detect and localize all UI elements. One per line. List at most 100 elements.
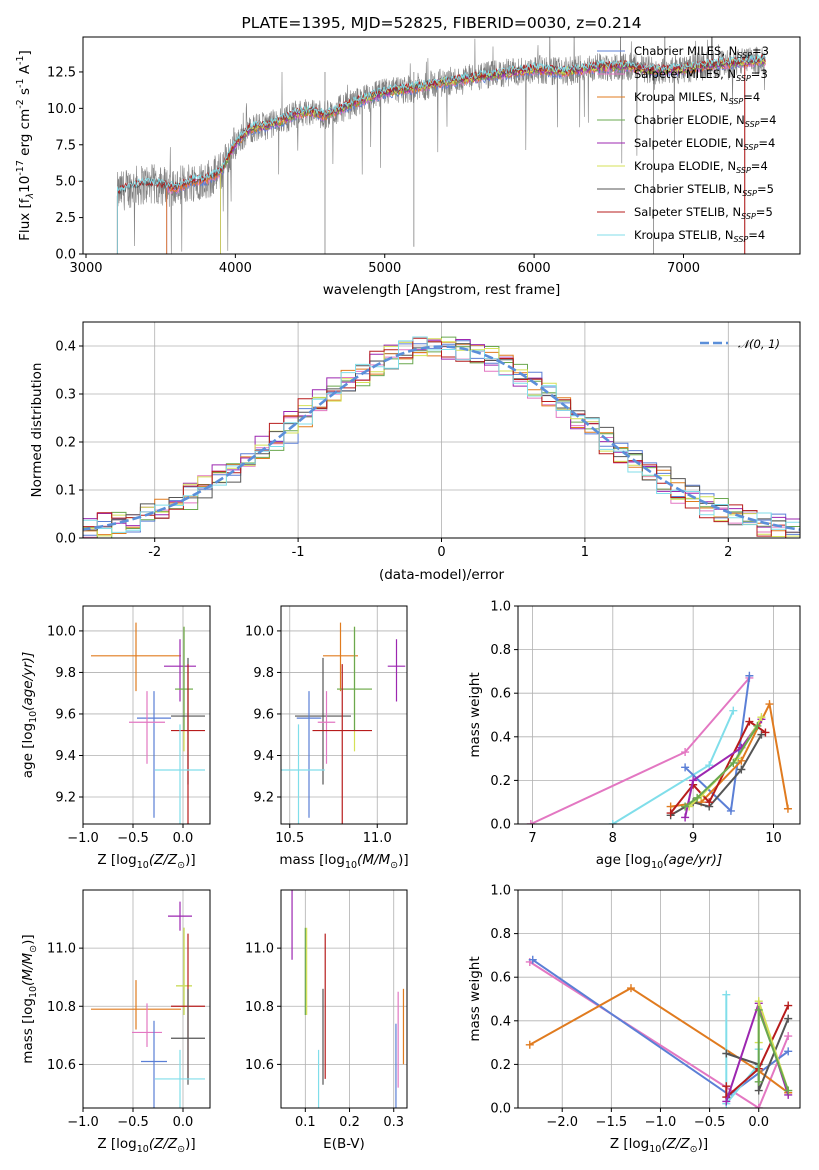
series-line bbox=[684, 675, 751, 813]
label-part: 5 bbox=[765, 205, 772, 219]
series-marker bbox=[761, 728, 770, 737]
series-marker bbox=[693, 793, 702, 802]
series-marker bbox=[784, 1047, 793, 1056]
label-part: 10 bbox=[28, 986, 39, 998]
y-axis-label: Flux [fλ10-17 erg cm-2 s-1 A-1] bbox=[15, 50, 36, 241]
legend-n: , N bbox=[718, 228, 734, 242]
legend-label: Chabrier MILES, NSSP=3 bbox=[634, 44, 769, 60]
model-spectrum-line bbox=[166, 58, 766, 254]
label-part: (M/M bbox=[20, 952, 36, 985]
spectrum-plot-area bbox=[116, 37, 766, 254]
z-mass-plot-area bbox=[91, 901, 205, 1108]
series-marker bbox=[666, 809, 675, 818]
x-tick-label: 0.0 bbox=[173, 831, 194, 846]
x-tick-label: 11.0 bbox=[363, 831, 392, 846]
legend-ssp: SSP bbox=[736, 74, 751, 83]
label-part: 10 bbox=[137, 1144, 149, 1155]
label-part: ⊙ bbox=[177, 860, 185, 871]
model-spectrum-line bbox=[117, 53, 766, 254]
x-tick-label: 10 bbox=[765, 831, 782, 846]
label-part: ⊙ bbox=[177, 1144, 185, 1155]
label-part: ⊙ bbox=[28, 945, 39, 953]
legend-eq: = bbox=[752, 44, 762, 58]
y-axis-label: mass [log10(M/M⊙)] bbox=[20, 934, 39, 1063]
label-part: mass [log bbox=[20, 998, 36, 1064]
y-tick-label: 9.8 bbox=[253, 666, 274, 681]
label-part: 5 bbox=[767, 182, 774, 196]
x-axis-label: mass [log10(M/M⊙)] bbox=[279, 852, 408, 871]
series-marker bbox=[525, 1040, 534, 1049]
series-marker bbox=[705, 761, 714, 770]
ebv-mass-axes: 0.1 0.2 0.3 10.6 10.8 11.0 E(B-V) bbox=[245, 889, 408, 1152]
label-part: -1 bbox=[15, 78, 26, 87]
z-age-axes: −1.0 −0.5 0.09.29.49.69.810.0Z [log10(Z/Z⊙… bbox=[20, 605, 211, 871]
y-tick-label: 0.0 bbox=[490, 1102, 511, 1117]
axes-frame bbox=[82, 889, 211, 1109]
legend-n: , N bbox=[725, 205, 741, 219]
label-part: A bbox=[17, 64, 33, 78]
y-tick-label: 0.3 bbox=[55, 388, 76, 403]
legend-n: , N bbox=[713, 90, 729, 104]
series-marker bbox=[737, 765, 746, 774]
x-tick-label: 0 bbox=[437, 545, 445, 560]
series-marker bbox=[757, 730, 766, 739]
series-marker bbox=[754, 1104, 763, 1108]
residuals-axes: -2 -1 0 1 2 0.0 0.1 0.2 0.3 0.4 (data-model)/error… bbox=[29, 321, 801, 583]
y-tick-label: 9.2 bbox=[55, 791, 76, 806]
label-part: )] bbox=[20, 934, 36, 945]
series-marker bbox=[745, 671, 754, 680]
x-tick-label: 0.0 bbox=[748, 1115, 769, 1130]
spectrum-axes: 3000 4000 5000 6000 7000 0.0 2.5 5.0 7.5 10.0 12.5… bbox=[15, 14, 801, 298]
y-tick-label: 10.0 bbox=[47, 102, 76, 117]
x-tick-label: -1 bbox=[292, 545, 305, 560]
legend-n: , N bbox=[720, 67, 736, 81]
y-axis-label: mass weight bbox=[467, 956, 483, 1041]
y-tick-label: 0.8 bbox=[490, 643, 511, 658]
x-axis-label: E(B-V) bbox=[323, 1136, 365, 1152]
legend-label: Kroupa STELIB, NSSP=4 bbox=[634, 228, 765, 244]
y-axis-label: Normed distribution bbox=[29, 363, 45, 498]
x-tick-label: 0.3 bbox=[383, 1115, 404, 1130]
axes-frame bbox=[517, 889, 801, 1109]
x-axis-label: (data-model)/error bbox=[379, 567, 505, 583]
y-tick-label: 10.6 bbox=[47, 1058, 76, 1073]
model-spectrum-line bbox=[220, 55, 766, 254]
label-part: (M/M bbox=[357, 852, 390, 868]
histogram-plot-area bbox=[83, 336, 800, 538]
label-part: mass [log bbox=[279, 852, 345, 868]
y-tick-label: 9.4 bbox=[55, 749, 76, 764]
label-part: 10 bbox=[345, 860, 357, 871]
label-part: Chabrier MILES bbox=[634, 44, 721, 58]
y-axis-label: age [log10(age/yr)] bbox=[20, 652, 39, 778]
y-tick-label: 0.0 bbox=[490, 818, 511, 833]
series-marker bbox=[722, 1049, 731, 1058]
y-tick-label: 0.0 bbox=[55, 532, 76, 547]
axes-frame bbox=[82, 605, 211, 825]
axes-frame bbox=[280, 605, 408, 825]
chart-title: PLATE=1395, MJD=52825, FIBERID=0030, z=0… bbox=[241, 14, 641, 32]
x-tick-label: 5000 bbox=[368, 261, 401, 276]
label-part: )] bbox=[185, 1136, 196, 1152]
x-tick-label: 6000 bbox=[518, 261, 551, 276]
label-part: 10 bbox=[28, 711, 39, 723]
series-marker bbox=[757, 713, 766, 722]
y-tick-label: 10.8 bbox=[47, 1000, 76, 1015]
x-tick-label: −0.5 bbox=[117, 831, 149, 846]
x-tick-label: 7000 bbox=[667, 261, 700, 276]
axes-frame bbox=[82, 321, 801, 539]
y-tick-label: 11.0 bbox=[245, 942, 274, 957]
series-marker bbox=[765, 700, 774, 709]
label-part: Chabrier ELODIE bbox=[634, 113, 729, 127]
label-part: )] bbox=[398, 852, 409, 868]
y-tick-label: 0.4 bbox=[490, 1014, 511, 1029]
legend-ssp: SSP bbox=[734, 235, 749, 244]
legend-ssp: SSP bbox=[742, 189, 757, 198]
label-part: -1 bbox=[15, 55, 26, 64]
label-part: Kroupa MILES bbox=[634, 90, 713, 104]
x-tick-label: −1.0 bbox=[67, 1115, 99, 1130]
weight-z-plot-area bbox=[525, 955, 793, 1108]
legend-eq: = bbox=[758, 136, 768, 150]
y-tick-label: 1.0 bbox=[490, 600, 511, 615]
series-line bbox=[529, 986, 789, 1094]
y-tick-label: 12.5 bbox=[47, 65, 76, 80]
